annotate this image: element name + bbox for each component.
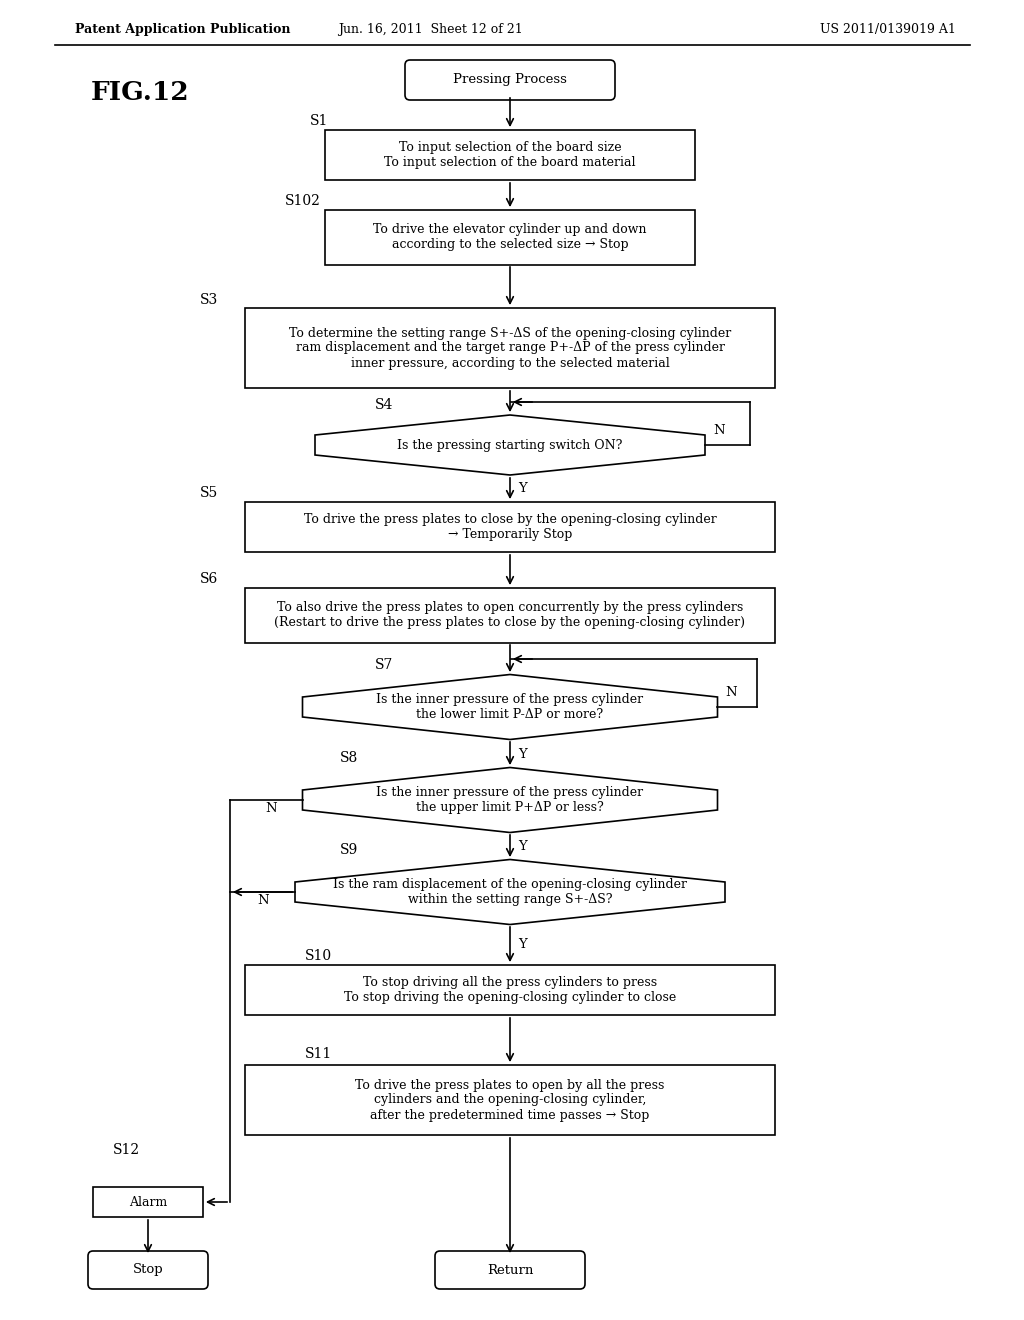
Text: Is the inner pressure of the press cylinder
the lower limit P-ΔP or more?: Is the inner pressure of the press cylin… xyxy=(377,693,643,721)
Text: Is the pressing starting switch ON?: Is the pressing starting switch ON? xyxy=(397,438,623,451)
Text: US 2011/0139019 A1: US 2011/0139019 A1 xyxy=(820,24,955,37)
Bar xyxy=(245,308,775,388)
Polygon shape xyxy=(302,675,718,739)
Text: N: N xyxy=(257,894,268,907)
Polygon shape xyxy=(315,414,705,475)
Text: Patent Application Publication: Patent Application Publication xyxy=(75,24,291,37)
Text: To drive the press plates to close by the opening-closing cylinder
→ Temporarily: To drive the press plates to close by th… xyxy=(304,513,717,541)
Text: To input selection of the board size
To input selection of the board material: To input selection of the board size To … xyxy=(384,141,636,169)
Text: To drive the elevator cylinder up and down
according to the selected size → Stop: To drive the elevator cylinder up and do… xyxy=(374,223,647,251)
FancyBboxPatch shape xyxy=(406,59,615,100)
Bar xyxy=(245,502,775,552)
FancyBboxPatch shape xyxy=(88,1251,208,1290)
Text: S8: S8 xyxy=(340,751,358,766)
Text: Y: Y xyxy=(518,939,526,952)
Bar xyxy=(325,129,695,180)
Text: S102: S102 xyxy=(285,194,321,209)
Text: S10: S10 xyxy=(305,949,332,964)
Bar xyxy=(245,587,775,643)
Text: Y: Y xyxy=(518,747,526,760)
Text: To drive the press plates to open by all the press
cylinders and the opening-clo: To drive the press plates to open by all… xyxy=(355,1078,665,1122)
Text: S7: S7 xyxy=(375,657,393,672)
Text: Return: Return xyxy=(486,1263,534,1276)
Text: Pressing Process: Pressing Process xyxy=(453,74,567,87)
Bar xyxy=(93,1187,203,1217)
Text: S9: S9 xyxy=(340,843,358,857)
Text: FIG.12: FIG.12 xyxy=(91,79,189,104)
Text: N: N xyxy=(265,801,276,814)
Text: N: N xyxy=(713,425,725,437)
Text: S5: S5 xyxy=(200,486,218,500)
Text: To also drive the press plates to open concurrently by the press cylinders
(Rest: To also drive the press plates to open c… xyxy=(274,601,745,630)
Text: Y: Y xyxy=(518,840,526,853)
Bar xyxy=(325,210,695,264)
Text: Is the ram displacement of the opening-closing cylinder
within the setting range: Is the ram displacement of the opening-c… xyxy=(333,878,687,906)
Text: Stop: Stop xyxy=(133,1263,163,1276)
Text: S6: S6 xyxy=(200,572,218,586)
Text: S12: S12 xyxy=(113,1143,140,1158)
Polygon shape xyxy=(295,859,725,924)
Polygon shape xyxy=(302,767,718,833)
FancyBboxPatch shape xyxy=(435,1251,585,1290)
Text: To stop driving all the press cylinders to press
To stop driving the opening-clo: To stop driving all the press cylinders … xyxy=(344,975,676,1005)
Text: S3: S3 xyxy=(200,293,218,308)
Text: To determine the setting range S+-ΔS of the opening-closing cylinder
ram displac: To determine the setting range S+-ΔS of … xyxy=(289,326,731,370)
Text: Jun. 16, 2011  Sheet 12 of 21: Jun. 16, 2011 Sheet 12 of 21 xyxy=(338,24,522,37)
Text: N: N xyxy=(725,686,736,700)
Text: S11: S11 xyxy=(305,1047,332,1061)
Text: S4: S4 xyxy=(375,399,393,412)
Text: Is the inner pressure of the press cylinder
the upper limit P+ΔP or less?: Is the inner pressure of the press cylin… xyxy=(377,785,643,814)
Text: S1: S1 xyxy=(310,114,329,128)
Text: Alarm: Alarm xyxy=(129,1196,167,1209)
Text: Y: Y xyxy=(518,483,526,495)
Bar xyxy=(245,1065,775,1135)
Bar xyxy=(245,965,775,1015)
